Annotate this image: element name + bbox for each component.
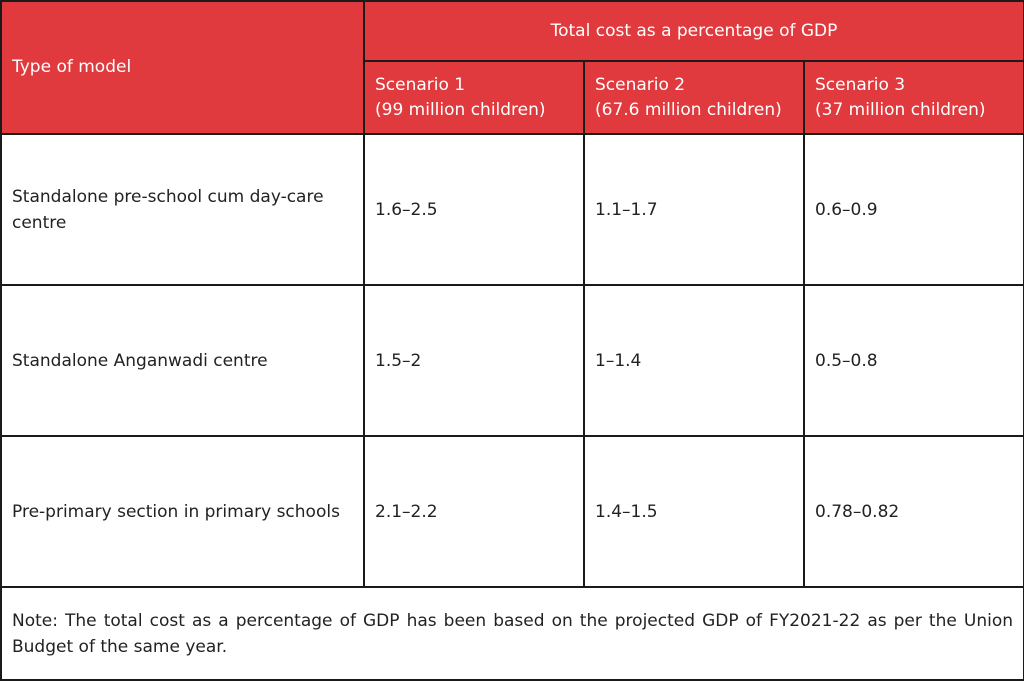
header-row-top: Type of model Total cost as a percentage… [0,0,1024,135]
scenario-3-title: Scenario 3 [815,74,906,95]
header-row-scenarios: Scenario 1 (99 million children) Scenari… [1,60,1024,135]
scenario-3-children: (37 million children) [815,99,986,120]
scenario-3-header: Scenario 3 (37 million children) [802,60,1024,135]
type-of-model-header: Type of model [0,0,365,135]
scenario-3-value: 0.6–0.9 [802,133,1024,286]
scenario-2-value: 1.4–1.5 [583,435,805,588]
model-cell: Pre-primary section in primary schools [0,435,365,588]
total-cost-header: Total cost as a percentage of GDP [362,0,1024,62]
table-row: Pre-primary section in primary schools 2… [0,435,1024,588]
scenario-2-children: (67.6 million children) [595,99,782,120]
table-row: Standalone pre-school cum day-care centr… [0,133,1024,286]
scenario-1-children: (99 million children) [375,99,546,120]
scenario-2-value: 1.1–1.7 [583,133,805,286]
scenario-1-title: Scenario 1 [375,74,466,95]
scenario-2-title: Scenario 2 [595,74,686,95]
table-row: Standalone Anganwadi centre 1.5–2 1–1.4 … [0,284,1024,437]
scenario-3-value: 0.78–0.82 [802,435,1024,588]
scenario-1-header: Scenario 1 (99 million children) [363,60,585,135]
note-row: Note: The total cost as a percentage of … [0,586,1024,681]
scenario-1-value: 2.1–2.2 [363,435,585,588]
scenario-2-value: 1–1.4 [583,284,805,437]
note-text: Note: The total cost as a percentage of … [0,586,1024,681]
scenario-1-value: 1.5–2 [363,284,585,437]
scenario-1-value: 1.6–2.5 [363,133,585,286]
scenario-3-value: 0.5–0.8 [802,284,1024,437]
model-cell: Standalone Anganwadi centre [0,284,365,437]
scenario-2-header: Scenario 2 (67.6 million children) [583,60,805,135]
model-cell: Standalone pre-school cum day-care centr… [0,133,365,286]
